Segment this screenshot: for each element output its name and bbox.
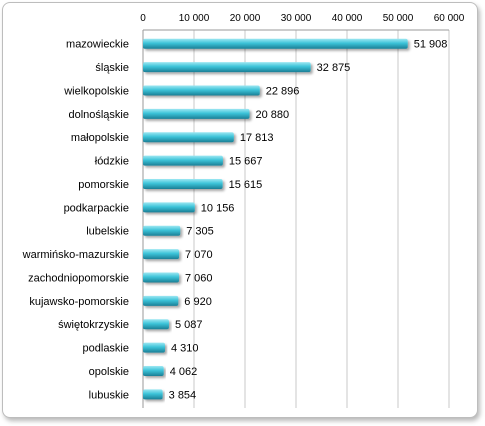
bar-7 <box>143 178 223 189</box>
category-label: kujawsko-pomorskie <box>29 296 129 308</box>
data-label: 7 070 <box>185 249 213 261</box>
data-label: 7 305 <box>186 226 214 238</box>
category-label: śląskie <box>95 62 129 74</box>
data-label: 17 813 <box>240 132 274 144</box>
data-label: 15 615 <box>229 179 263 191</box>
x-tick-label: 30 000 <box>281 13 312 24</box>
data-label: 3 854 <box>169 389 197 401</box>
bar-10 <box>143 249 180 260</box>
bar-6 <box>143 155 223 166</box>
data-label: 10 156 <box>201 202 235 214</box>
data-label: 5 087 <box>175 319 203 331</box>
data-label: 22 896 <box>266 85 300 97</box>
bar-16 <box>143 389 163 400</box>
bar-13 <box>143 319 169 330</box>
x-tick-label: 60 000 <box>434 13 465 24</box>
bar-8 <box>143 202 195 213</box>
category-label: podlaskie <box>83 343 129 355</box>
x-tick-label: 0 <box>140 13 146 24</box>
data-label: 4 062 <box>170 366 198 378</box>
bar-5 <box>143 132 234 143</box>
data-label: 6 920 <box>184 296 212 308</box>
bar-3 <box>143 85 260 96</box>
bar-2 <box>143 62 311 73</box>
bar-9 <box>143 225 181 236</box>
data-label: 51 908 <box>414 39 448 51</box>
x-tick-label: 40 000 <box>332 13 363 24</box>
category-label: lubelskie <box>86 226 129 238</box>
category-label: łódzkie <box>95 156 129 168</box>
x-tick-label: 50 000 <box>383 13 414 24</box>
category-label: mazowieckie <box>66 39 129 51</box>
bar-1 <box>143 38 408 49</box>
data-label: 20 880 <box>255 109 289 121</box>
data-label: 4 310 <box>171 343 199 355</box>
data-label: 32 875 <box>317 62 351 74</box>
category-label: zachodniopomorskie <box>28 272 129 284</box>
bar-15 <box>143 365 164 376</box>
category-label: opolskie <box>89 366 129 378</box>
category-label: świętokrzyskie <box>58 319 129 331</box>
bar-11 <box>143 272 180 283</box>
bar-14 <box>143 342 165 353</box>
data-label: 15 667 <box>229 156 263 168</box>
bar-12 <box>143 295 179 306</box>
x-tick-label: 20 000 <box>230 13 261 24</box>
x-tick-label: 10 000 <box>179 13 210 24</box>
category-label: pomorskie <box>78 179 129 191</box>
category-label: dolnośląskie <box>68 109 129 121</box>
bars: 51 908 32 875 22 896 20 880 17 813 15 667 15 6… <box>143 38 448 401</box>
category-label: podkarpackie <box>64 202 129 214</box>
category-label: lubuskie <box>89 389 129 401</box>
data-label: 7 060 <box>185 272 213 284</box>
category-label: wielkopolskie <box>63 85 129 97</box>
category-label: małopolskie <box>71 132 129 144</box>
bar-4 <box>143 108 250 119</box>
category-label: warmińsko-mazurskie <box>22 249 129 261</box>
